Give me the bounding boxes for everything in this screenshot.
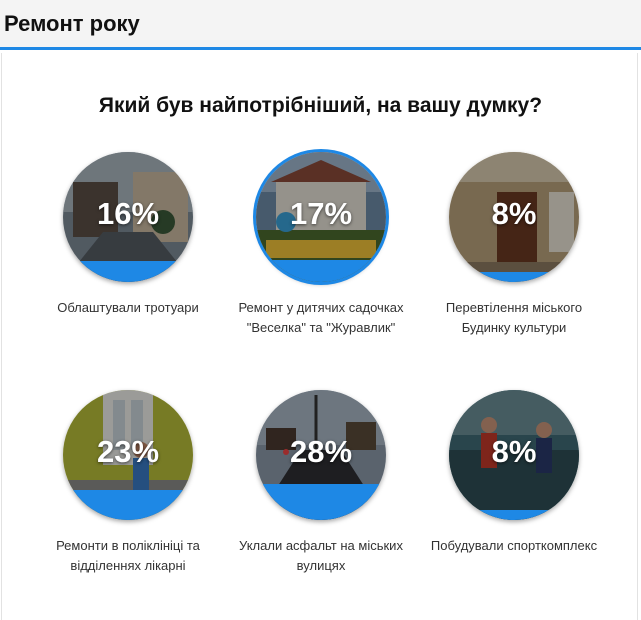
page-header: Ремонт року (0, 0, 641, 50)
option-image-circle[interactable]: 28% (256, 390, 386, 520)
poll-option-asphalt[interactable]: 28% Уклали асфальт на міських вулицях (231, 390, 411, 576)
option-percent: 17% (289, 196, 353, 231)
option-percent: 23% (96, 434, 160, 469)
option-percent: 16% (96, 196, 160, 231)
poll-option-clinic[interactable]: 23% Ремонти в поліклініці та відділеннях… (38, 390, 218, 576)
sports-photo (449, 390, 579, 520)
result-fill-bar (256, 483, 386, 520)
option-label: Облаштували тротуари (57, 300, 199, 315)
result-fill-bar (63, 261, 193, 282)
option-label: Уклали асфальт на міських вулицях (239, 538, 403, 573)
poll-option-sidewalks[interactable]: 16% Облаштували тротуари (38, 152, 218, 318)
option-image-circle[interactable]: 16% (63, 152, 193, 282)
option-image-circle[interactable]: 8% (449, 390, 579, 520)
poll-panel (1, 53, 638, 620)
image-overlay (449, 390, 579, 520)
option-image-circle[interactable]: 17% (256, 152, 386, 282)
option-label: Побудували спорткомплекс (430, 538, 598, 553)
option-percent: 28% (289, 434, 353, 469)
option-image-circle[interactable]: 23% (63, 390, 193, 520)
poll-option-culture-house[interactable]: 8% Перевтілення міського Будинку культур… (424, 152, 604, 338)
poll-option-kindergartens[interactable]: 17% Ремонт у дитячих садочках "Веселка" … (231, 152, 411, 338)
option-label: Перевтілення міського Будинку культури (445, 300, 583, 335)
result-fill-bar (256, 259, 386, 282)
result-fill-bar (449, 509, 579, 520)
result-fill-bar (63, 490, 193, 520)
page-title: Ремонт року (4, 11, 140, 36)
option-percent: 8% (491, 434, 537, 469)
image-overlay (63, 152, 193, 282)
poll-option-sports-complex[interactable]: 8% Побудували спорткомплекс (424, 390, 604, 556)
poll-question: Який був найпотрібніший, на вашу думку? (98, 94, 543, 117)
option-label: Ремонти в поліклініці та відділеннях лік… (56, 538, 200, 573)
option-label: Ремонт у дитячих садочках "Веселка" та "… (238, 300, 404, 335)
option-image-circle[interactable]: 8% (449, 152, 579, 282)
result-fill-bar (449, 271, 579, 282)
image-overlay (449, 152, 579, 282)
option-percent: 8% (491, 196, 537, 231)
